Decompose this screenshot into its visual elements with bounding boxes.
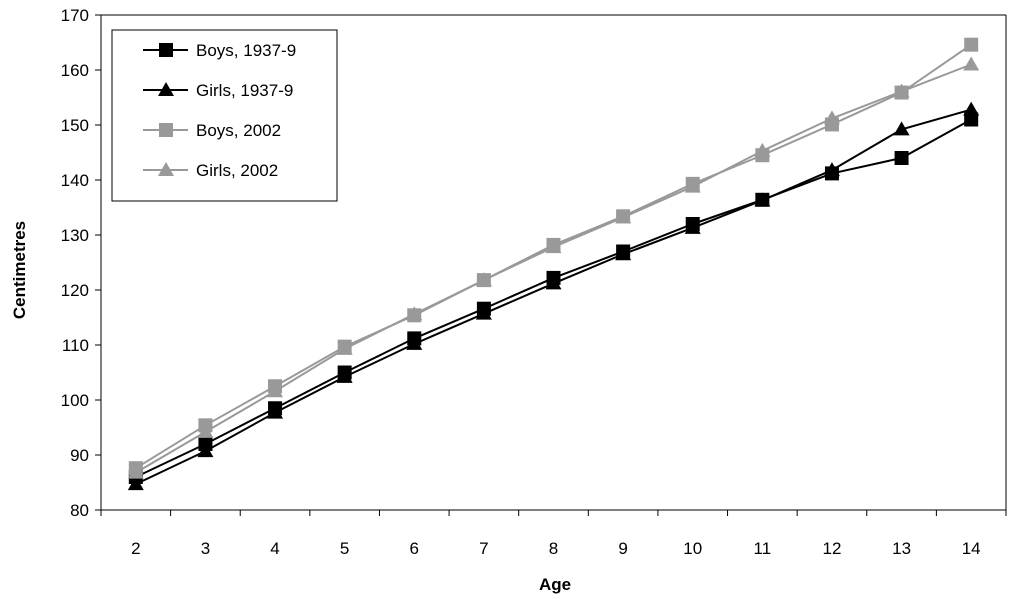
data-point — [893, 83, 910, 98]
y-tick-label: 110 — [62, 336, 89, 355]
x-axis-title: Age — [539, 575, 571, 594]
x-tick-label: 11 — [754, 539, 772, 558]
data-point — [615, 209, 632, 224]
legend: Boys, 1937-9 Girls, 1937-9 Boys, 2002 Girls… — [111, 29, 338, 202]
x-tick-label: 10 — [683, 539, 702, 558]
data-point — [475, 305, 492, 320]
legend-box — [111, 29, 338, 202]
data-point — [894, 151, 909, 165]
legend-marker — [158, 162, 174, 176]
data-point — [127, 464, 144, 479]
y-tick-label: 170 — [61, 6, 89, 25]
data-point — [545, 239, 562, 254]
legend-entry: Girls, 2002 — [143, 161, 278, 180]
data-point — [964, 112, 979, 127]
data-point — [267, 404, 284, 419]
data-point — [267, 383, 284, 398]
data-point — [197, 443, 214, 458]
y-tick-label: 140 — [61, 171, 89, 190]
data-point — [754, 192, 771, 207]
x-tick-label: 13 — [892, 539, 911, 558]
legend-entry: Boys, 1937-9 — [143, 41, 296, 60]
x-tick-label: 14 — [962, 539, 981, 558]
data-point — [963, 101, 980, 116]
data-point — [197, 423, 214, 438]
data-point — [475, 272, 492, 287]
data-point — [754, 142, 771, 157]
data-point — [823, 110, 840, 125]
x-tick-label: 4 — [270, 539, 279, 558]
series-layer — [127, 37, 980, 491]
x-tick-label: 6 — [410, 539, 419, 558]
data-point — [127, 476, 144, 491]
data-point — [823, 162, 840, 177]
x-tick-label: 2 — [131, 539, 140, 558]
data-point — [406, 306, 423, 321]
legend-entry: Boys, 2002 — [143, 121, 281, 140]
legend-label: Boys, 2002 — [196, 121, 281, 140]
data-point — [336, 340, 353, 355]
x-tick-label: 8 — [549, 539, 558, 558]
legend-entry: Girls, 1937-9 — [143, 81, 293, 100]
x-tick-label: 3 — [201, 539, 210, 558]
legend-label: Girls, 1937-9 — [196, 81, 293, 100]
data-point — [963, 56, 980, 71]
y-tick-label: 120 — [61, 281, 89, 300]
y-tick-label: 160 — [61, 61, 89, 80]
data-point — [336, 368, 353, 383]
x-tick-label: 5 — [340, 539, 349, 558]
data-point — [684, 219, 701, 234]
y-tick-label: 90 — [70, 446, 89, 465]
legend-marker — [159, 123, 173, 137]
x-tick-label: 9 — [618, 539, 627, 558]
series-4 — [127, 56, 980, 479]
x-tick-label: 12 — [823, 539, 842, 558]
series-2 — [127, 101, 980, 491]
data-point — [964, 37, 979, 52]
data-point — [545, 275, 562, 290]
data-point — [406, 335, 423, 350]
legend-marker — [159, 43, 173, 57]
y-tick-label: 80 — [70, 501, 89, 520]
y-tick-label: 150 — [61, 116, 89, 135]
y-axis-title: Centimetres — [10, 221, 29, 319]
axes: 80 90 100 110 120 130 140 150 160 170 2 3 4 5 6 7 8 9 10 11… — [61, 6, 1007, 558]
legend-marker — [158, 82, 174, 96]
x-tick-label: 7 — [479, 539, 488, 558]
y-tick-label: 130 — [61, 226, 89, 245]
legend-label: Girls, 2002 — [196, 161, 278, 180]
legend-label: Boys, 1937-9 — [196, 41, 296, 60]
data-point — [893, 121, 910, 136]
y-tick-label: 100 — [61, 391, 89, 410]
data-point — [615, 246, 632, 261]
data-point — [684, 178, 701, 193]
